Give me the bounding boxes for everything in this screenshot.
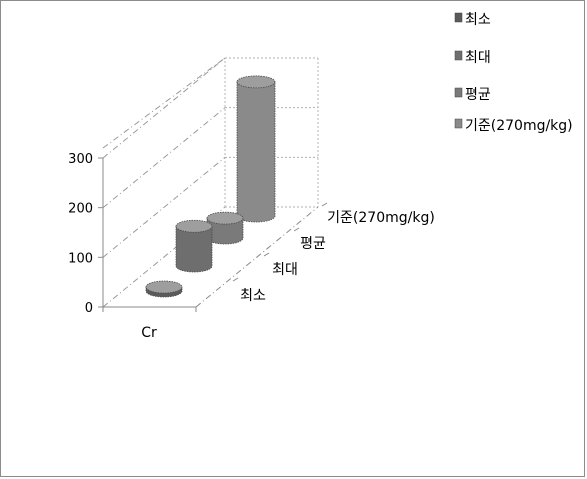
legend-entry: 평균 bbox=[465, 87, 491, 103]
legend-swatch bbox=[454, 118, 463, 129]
series-axis-label: 최대 bbox=[272, 262, 298, 278]
bar-top bbox=[206, 211, 244, 225]
legend-entry: 최대 bbox=[465, 50, 491, 66]
bar-최소 bbox=[145, 280, 183, 298]
legend-swatch bbox=[454, 87, 463, 98]
series-axis-label: 평균 bbox=[300, 236, 326, 252]
gridline-side bbox=[102, 107, 226, 209]
gridline-side bbox=[102, 57, 226, 149]
bar-기준(270mg/kg) bbox=[236, 75, 276, 223]
bar-평균 bbox=[206, 211, 244, 245]
gridline-side bbox=[102, 156, 226, 258]
chart-grid bbox=[102, 57, 319, 308]
chart-bars bbox=[145, 75, 276, 298]
gridline-side bbox=[102, 57, 226, 159]
depth-tick bbox=[321, 202, 328, 207]
series-axis-label: 기준(270mg/kg) bbox=[327, 210, 435, 226]
y-tick-label: 200 bbox=[68, 202, 93, 217]
bar-body bbox=[175, 225, 213, 273]
bar-body bbox=[236, 81, 276, 223]
depth-tick bbox=[293, 227, 300, 232]
depth-tick bbox=[263, 252, 270, 257]
depth-tick bbox=[232, 277, 239, 282]
y-tick-label: 0 bbox=[85, 301, 93, 316]
legend-swatch bbox=[454, 50, 463, 61]
legend-entry: 최소 bbox=[465, 12, 491, 28]
bar-top bbox=[175, 219, 213, 233]
bar-body bbox=[206, 217, 244, 245]
bar-최대 bbox=[175, 219, 213, 273]
legend-entry: 기준(270mg/kg) bbox=[465, 118, 573, 134]
bar-top bbox=[145, 280, 183, 294]
series-axis-label: 최소 bbox=[240, 288, 266, 304]
depth-axis bbox=[195, 206, 319, 308]
legend-swatch bbox=[454, 12, 463, 23]
x-category-label: Cr bbox=[141, 325, 157, 341]
y-tick-label: 300 bbox=[68, 152, 93, 167]
bar-top bbox=[236, 75, 276, 89]
y-tick-label: 100 bbox=[68, 251, 93, 266]
chart-axes: 0 100 200 300 bbox=[68, 152, 328, 316]
